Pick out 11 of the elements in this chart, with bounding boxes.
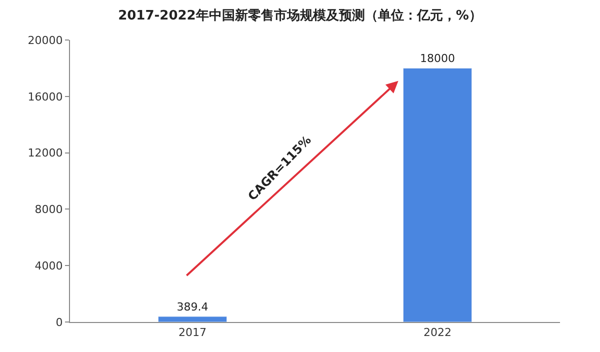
y-tick-label: 12000 bbox=[28, 146, 63, 160]
data-label: 389.4 bbox=[176, 300, 208, 314]
data-label: 18000 bbox=[420, 52, 455, 66]
x-tick-label: 2022 bbox=[424, 326, 452, 340]
y-tick-label: 4000 bbox=[34, 259, 63, 272]
y-tick-label: 8000 bbox=[34, 203, 63, 216]
y-tick-label: 0 bbox=[56, 316, 63, 329]
x-tick-label: 2017 bbox=[178, 326, 206, 340]
y-tick-label: 20000 bbox=[28, 34, 63, 47]
chart-title: 2017-2022年中国新零售市场规模及预测（单位：亿元，%） bbox=[118, 8, 482, 24]
y-tick-label: 16000 bbox=[28, 90, 63, 104]
